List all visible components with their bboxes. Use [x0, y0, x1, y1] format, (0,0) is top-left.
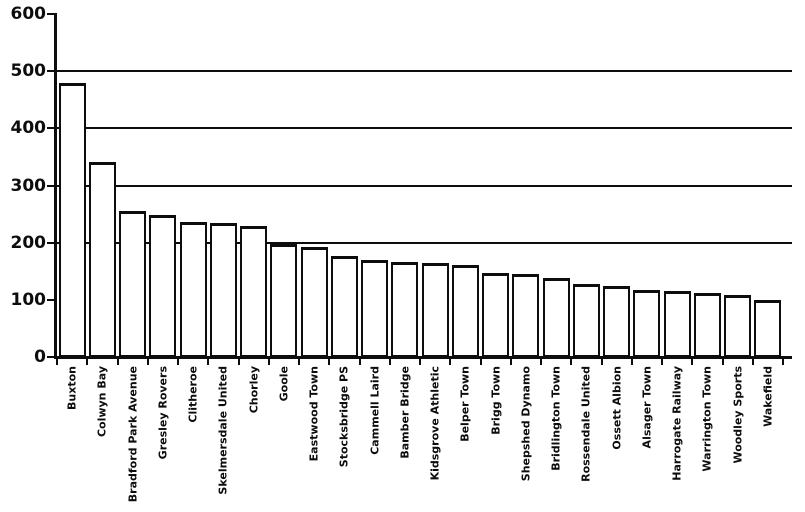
x-axis-label-clitheroe: Clitheroe — [186, 366, 200, 423]
y-axis-tick-100 — [47, 298, 55, 301]
x-axis-label-brigg-town: Brigg Town — [489, 366, 503, 435]
x-axis-label-bridlington-town: Bridlington Town — [549, 366, 563, 471]
x-axis-label-kidsgrove-athletic: Kidsgrove Athletic — [428, 366, 442, 481]
bar-bridlington-town — [542, 278, 570, 357]
gridline-200 — [57, 241, 792, 244]
bar-shepshed-dynamo — [512, 273, 540, 357]
x-axis-tick — [449, 359, 452, 365]
y-axis-label-600: 600 — [10, 4, 47, 25]
bar-gresley-rovers — [149, 215, 177, 357]
bar-ossett-albion — [603, 286, 631, 357]
x-axis-label-colwyn-bay: Colwyn Bay — [95, 366, 109, 438]
y-axis-line — [54, 13, 57, 359]
x-axis-tick — [207, 359, 210, 365]
bar-chorley — [240, 225, 268, 357]
bar-warrington-town — [693, 293, 721, 357]
x-axis-label-stocksbridge-ps: Stocksbridge PS — [337, 366, 351, 468]
y-axis-tick-300 — [47, 184, 55, 187]
y-axis-label-300: 300 — [10, 175, 47, 196]
y-axis-tick-200 — [47, 241, 55, 244]
x-axis-tick — [146, 359, 149, 365]
bar-woodley-sports — [724, 294, 752, 357]
y-axis-tick-400 — [47, 127, 55, 130]
x-axis-tick — [298, 359, 300, 365]
x-axis-label-buxton: Buxton — [65, 366, 79, 410]
bar-belper-town — [451, 265, 479, 357]
x-axis-tick — [358, 359, 361, 365]
gridline-300 — [57, 184, 792, 187]
x-axis-label-wakefield: Wakefield — [761, 366, 775, 427]
y-axis-tick-0 — [47, 356, 55, 358]
x-axis-tick — [540, 359, 542, 365]
y-axis-label-0: 0 — [34, 347, 46, 367]
x-axis-tick — [388, 359, 391, 365]
x-axis-label-woodley-sports: Woodley Sports — [731, 366, 745, 464]
x-axis-label-ossett-albion: Ossett Albion — [610, 366, 624, 450]
y-axis-label-100: 100 — [10, 289, 47, 310]
x-axis-tick — [630, 359, 633, 365]
bar-alsager-town — [633, 289, 661, 357]
y-axis-label-400: 400 — [10, 118, 47, 139]
gridline-500 — [57, 70, 792, 73]
x-axis-tick — [177, 359, 179, 365]
x-axis-label-harrogate-railway: Harrogate Railway — [670, 366, 684, 481]
bar-bamber-bridge — [391, 262, 419, 357]
x-axis-tick — [116, 359, 119, 365]
bar-buxton — [58, 82, 86, 357]
x-axis-label-gresley-rovers: Gresley Rovers — [156, 366, 170, 460]
gridline-400 — [57, 127, 792, 130]
x-axis-tick — [751, 359, 754, 365]
x-axis-label-eastwood-town: Eastwood Town — [307, 366, 321, 462]
bar-harrogate-railway — [663, 291, 691, 357]
bar-rossendale-united — [572, 284, 600, 357]
x-axis-tick — [328, 359, 331, 365]
x-axis-label-skelmersdale-united: Skelmersdale United — [216, 366, 230, 495]
y-axis-label-200: 200 — [10, 232, 47, 253]
x-axis-tick — [782, 359, 784, 365]
x-axis-label-bradford-park-avenue: Bradford Park Avenue — [126, 366, 140, 503]
x-axis-tick — [237, 359, 240, 365]
bar-wakefield — [754, 300, 782, 357]
bar-bradford-park-avenue — [119, 211, 147, 357]
x-axis-label-chorley: Chorley — [247, 366, 261, 414]
x-axis-label-bamber-bridge: Bamber Bridge — [398, 366, 412, 459]
x-axis-tick — [691, 359, 694, 365]
x-axis-label-belper-town: Belper Town — [458, 366, 472, 442]
bar-brigg-town — [482, 273, 510, 357]
y-axis-label-500: 500 — [10, 61, 47, 82]
x-axis-label-alsager-town: Alsager Town — [640, 366, 654, 449]
bar-eastwood-town — [300, 247, 328, 357]
y-axis-tick-500 — [47, 70, 55, 73]
bar-goole — [270, 243, 298, 357]
x-axis-line — [54, 356, 792, 359]
x-axis-tick — [56, 359, 58, 365]
x-axis-label-shepshed-dynamo: Shepshed Dynamo — [519, 366, 533, 482]
x-axis-tick — [267, 359, 270, 365]
x-axis-tick — [661, 359, 663, 365]
x-axis-label-cammell-laird: Cammell Laird — [368, 366, 382, 455]
x-axis-tick — [479, 359, 482, 365]
x-axis-tick — [570, 359, 573, 365]
bar-kidsgrove-athletic — [421, 263, 449, 357]
x-axis-tick — [509, 359, 512, 365]
bar-skelmersdale-united — [209, 222, 237, 357]
x-axis-tick — [419, 359, 421, 365]
bar-cammell-laird — [361, 259, 389, 357]
y-axis-tick-600 — [47, 13, 55, 16]
x-axis-tick — [721, 359, 724, 365]
bar-colwyn-bay — [88, 162, 116, 357]
x-axis-label-warrington-town: Warrington Town — [700, 366, 714, 472]
bar-stocksbridge-ps — [330, 256, 358, 357]
x-axis-tick — [600, 359, 603, 365]
bar-clitheroe — [179, 221, 207, 357]
x-axis-tick — [86, 359, 89, 365]
x-axis-label-goole: Goole — [277, 366, 291, 402]
x-axis-label-rossendale-united: Rossendale United — [579, 366, 593, 482]
